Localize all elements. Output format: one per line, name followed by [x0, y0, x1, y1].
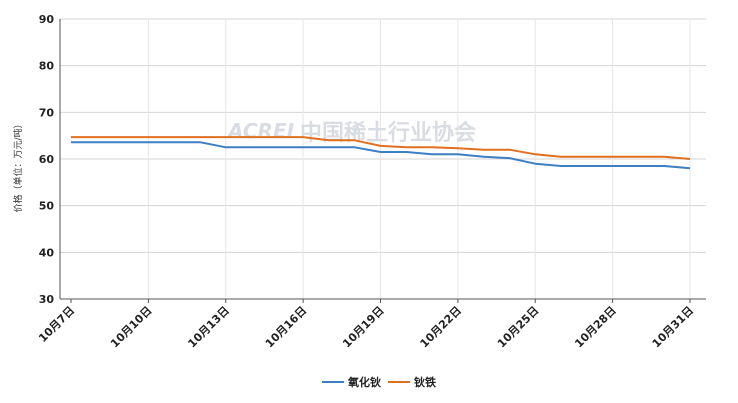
legend-label-1: 钬铁: [414, 375, 436, 389]
series-line-1: [71, 136, 691, 160]
y-tick-label-0: 30: [39, 293, 55, 306]
y-tick-label-3: 60: [39, 153, 55, 166]
x-tick-label-5: 10月22日: [418, 304, 464, 350]
gridlines: [60, 18, 706, 299]
y-tick-label-4: 70: [39, 106, 55, 119]
y-axis-label: 价格（单位：万元/吨）: [12, 119, 24, 212]
watermark: ACREI 中国稀土行业协会: [226, 119, 476, 146]
x-tick-label-4: 10月19日: [340, 304, 386, 350]
series-lines: [71, 136, 691, 170]
x-tick-label-8: 10月31日: [650, 304, 696, 350]
y-tick-labels: 30 40 50 60 70 80 90: [39, 13, 55, 306]
x-tick-label-0: 10月7日: [36, 304, 77, 345]
x-tick-label-3: 10月16日: [263, 304, 309, 350]
x-tick-label-7: 10月28日: [572, 304, 618, 350]
series-line-0: [71, 141, 691, 170]
y-tick-label-1: 40: [39, 246, 55, 259]
x-tick-label-6: 10月25日: [495, 304, 541, 350]
legend-label-0: 氧化钬: [347, 375, 382, 389]
axes: [59, 19, 706, 300]
y-tick-label-2: 50: [39, 200, 55, 213]
legend: 氧化钬 钬铁: [322, 375, 436, 389]
y-tick-label-6: 90: [39, 13, 55, 26]
x-tick-label-2: 10月13日: [185, 304, 231, 350]
watermark-text: 中国稀土行业协会: [300, 120, 476, 146]
x-tick-labels: 10月7日 10月10日 10月13日 10月16日 10月19日 10月22日 10月25…: [36, 299, 696, 350]
x-tick-label-1: 10月10日: [108, 304, 154, 350]
y-tick-label-5: 80: [39, 60, 55, 73]
watermark-latin: ACREI: [226, 119, 295, 143]
